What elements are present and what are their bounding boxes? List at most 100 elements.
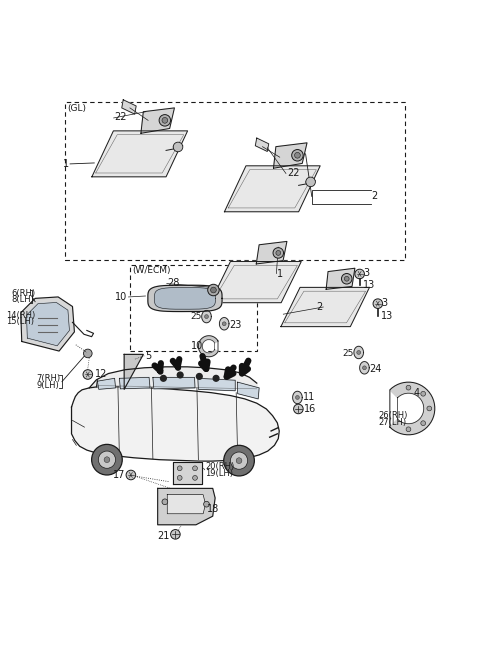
Polygon shape [274,143,307,168]
Circle shape [292,150,303,161]
Polygon shape [120,378,150,389]
Polygon shape [26,302,70,346]
Circle shape [204,501,209,507]
Polygon shape [141,108,174,133]
Circle shape [204,314,208,318]
Text: 10: 10 [115,292,128,302]
Polygon shape [167,495,205,514]
Polygon shape [238,382,259,399]
Circle shape [173,142,183,152]
Circle shape [104,457,110,463]
Text: 17: 17 [113,470,125,480]
Circle shape [192,466,197,471]
Polygon shape [326,268,355,289]
Circle shape [83,370,93,380]
Polygon shape [122,100,136,114]
Polygon shape [172,463,202,484]
Polygon shape [225,166,320,212]
Circle shape [177,476,182,480]
Text: 23: 23 [229,320,242,330]
Text: (GL): (GL) [68,103,87,113]
Text: 28: 28 [167,277,180,287]
Polygon shape [293,391,302,404]
Polygon shape [148,285,222,312]
Circle shape [160,376,166,381]
Circle shape [222,322,226,326]
Text: 3: 3 [363,268,370,278]
Text: 2: 2 [372,192,378,202]
Polygon shape [255,138,269,152]
Text: 2: 2 [316,302,323,312]
Circle shape [295,152,300,158]
Text: 9(LH): 9(LH) [36,380,60,389]
Circle shape [177,372,183,378]
Polygon shape [124,355,144,389]
Circle shape [357,351,360,355]
Text: 26(RH): 26(RH) [379,411,408,420]
Bar [130,265,257,351]
Text: 24: 24 [369,364,382,374]
Circle shape [406,386,411,390]
Text: 1: 1 [277,268,284,279]
Circle shape [170,530,180,539]
Circle shape [276,250,281,255]
Circle shape [224,445,254,476]
Circle shape [92,444,122,475]
Circle shape [294,404,303,414]
Circle shape [306,177,315,186]
Polygon shape [153,378,195,389]
Circle shape [98,451,116,469]
Text: 10: 10 [191,341,203,351]
Circle shape [236,458,242,463]
Circle shape [230,452,248,469]
Text: 4: 4 [413,387,420,397]
Text: 12: 12 [95,370,107,380]
Polygon shape [256,241,287,264]
Polygon shape [390,382,435,435]
Circle shape [159,115,170,126]
Circle shape [427,406,432,411]
Circle shape [162,499,168,505]
Text: 22: 22 [115,111,127,121]
Text: 5: 5 [145,351,152,361]
Text: 8(LH): 8(LH) [11,295,34,304]
Circle shape [355,269,364,279]
Text: 16: 16 [304,404,316,414]
Circle shape [421,391,426,396]
Text: 20(RH): 20(RH) [205,462,235,471]
Circle shape [196,374,202,380]
Polygon shape [202,310,211,323]
Bar [65,102,405,260]
Circle shape [273,248,284,258]
Text: (W/ECM): (W/ECM) [132,266,171,275]
Text: 25: 25 [343,349,354,358]
Polygon shape [210,262,301,302]
Circle shape [208,284,219,296]
Text: 13: 13 [362,281,375,291]
Circle shape [341,273,352,284]
Text: 6(RH): 6(RH) [11,289,36,298]
Circle shape [84,349,92,358]
Text: 14(RH): 14(RH) [6,310,36,320]
Circle shape [162,117,168,123]
Circle shape [362,366,366,370]
Text: 21: 21 [157,531,169,541]
Circle shape [177,466,182,471]
Circle shape [296,395,300,399]
Text: 27(LH): 27(LH) [379,418,407,427]
Text: 22: 22 [287,169,300,179]
Text: 1: 1 [62,159,69,169]
Circle shape [211,287,216,293]
Polygon shape [92,131,188,177]
Text: 15(LH): 15(LH) [6,318,35,326]
Polygon shape [97,378,116,389]
Text: 7(RH): 7(RH) [36,374,60,383]
Circle shape [126,471,136,480]
Circle shape [421,421,426,426]
Text: 13: 13 [381,311,393,321]
Text: 18: 18 [206,504,219,514]
Polygon shape [354,346,363,358]
Text: 25: 25 [191,312,202,321]
Text: 19(LH): 19(LH) [205,469,234,478]
Circle shape [406,427,411,432]
